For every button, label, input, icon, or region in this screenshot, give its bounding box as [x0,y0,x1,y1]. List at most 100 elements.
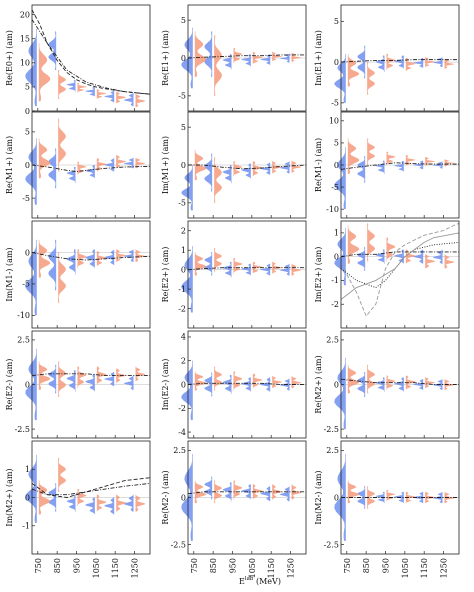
panel-r3c2: -2 -1 0 1 2 Re(E2+) (am) [161,220,307,329]
y-tick-label: -2 [331,300,339,309]
violin-orange-850 [367,138,375,165]
violin-blue-1050 [241,263,251,276]
panel-r1c1: 0 5 10 15 20 Re(E0+) (am) [5,4,151,116]
x-tick-label: 850 [53,558,62,573]
curve-dashdot-0 [340,378,459,385]
violin-blue-750 [334,53,346,103]
violin-blue-850 [48,483,57,512]
violin-blue-1050 [394,161,404,172]
violin-blue-1150 [260,162,271,175]
panel-r5c1: -1 0 1 Im(M2+) (am) 750 850 950 1050 1150 1250 [5,440,151,578]
y-tick-label: 0 [25,161,30,170]
axes-frame [340,4,460,112]
x-tick-label: 950 [228,558,237,573]
violin-blue-850 [357,486,366,509]
y-axis-label: Im(E2+) (am) [314,247,323,303]
curve-dashdot-0 [187,54,306,59]
violin-orange-1050 [96,89,107,99]
violin-blue-750 [25,239,37,316]
y-tick-label: 0 [181,161,186,170]
violin-blue-1150 [413,491,424,504]
violin-blue-1250 [123,494,134,512]
violin-orange-1250 [291,160,302,173]
y-tick-label: -5 [22,280,30,289]
y-axis-label: Re(M1-) (am) [314,138,323,192]
panel-r5c2: -2.5 0 2.5 Re(M2-) (am) 750 850 950 1050 1150 125… [161,440,307,578]
violin-blue-750 [334,147,346,210]
y-tick-label: 15 [20,35,30,44]
violin-blue-1150 [104,249,115,266]
y-tick-label: 0 [334,161,339,170]
y-tick-label: 5 [181,16,186,25]
y-tick-label: 0 [25,493,30,502]
violin-blue-1150 [104,497,115,515]
violin-blue-750 [25,138,37,205]
violin-blue-1250 [123,249,134,262]
violin-orange-1150 [425,254,436,269]
y-tick-label: -1 [22,522,30,531]
y-axis-label: Re(M2+) (am) [314,355,323,413]
violin-blue-1250 [123,375,134,390]
violin-blue-1150 [260,377,271,392]
x-tick-label: 1150 [111,558,120,578]
violin-orange-1250 [135,249,146,262]
violin-blue-950 [66,494,76,512]
curve-dashdot-3 [340,251,459,258]
violin-blue-850 [357,372,366,397]
y-tick-label: -1 [331,276,339,285]
y-axis-label: Re(E0+) (am) [5,30,14,86]
y-tick-label: 1 [25,465,30,474]
violin-blue-850 [48,364,57,394]
violin-orange-850 [58,70,66,99]
y-tick-label: 0 [334,493,339,502]
violin-blue-850 [357,247,366,271]
violin-orange-950 [77,366,87,389]
axes-frame [187,220,307,329]
violin-blue-950 [66,166,76,183]
violin-orange-1150 [116,91,127,104]
violin-orange-1250 [291,376,302,389]
y-tick-label: 0 [25,380,30,389]
curve-dashdot-0 [340,59,459,63]
x-tick-label: 1050 [92,558,101,578]
x-tick-label: 1150 [267,558,276,578]
violin-orange-850 [58,252,66,303]
violin-orange-850 [214,35,222,96]
y-tick-label: -4 [178,428,186,437]
y-tick-label: -2.5 [324,425,339,434]
violin-orange-850 [214,480,222,504]
violin-blue-850 [357,156,366,183]
y-tick-label: -5 [331,99,339,108]
violin-blue-1150 [260,486,271,502]
violin-blue-950 [222,54,232,70]
y-axis-label: Im(E1+) (am) [314,30,323,86]
x-tick-label: 850 [209,558,218,573]
y-tick-label: 0 [334,252,339,261]
y-tick-label: 5 [334,139,339,148]
y-tick-label: 0 [334,58,339,67]
y-axis-label: Im(M2-) (am) [314,470,323,524]
violin-orange-850 [367,364,375,394]
y-tick-label: 4 [181,333,186,342]
violin-orange-1150 [116,249,127,262]
violin-orange-1050 [252,51,263,65]
violin-orange-1250 [135,366,146,381]
violin-orange-950 [233,480,243,500]
panel-r3c1: -10 -5 0 Im(M1-) (am) [5,220,151,329]
violin-blue-950 [222,482,232,502]
panel-r1c2: -5 0 5 Re(E1+) (am) [161,4,307,112]
violin-blue-950 [375,491,385,504]
violin-orange-1250 [444,379,455,390]
y-tick-label: 2 [181,227,186,236]
violin-orange-1050 [96,158,107,172]
violin-orange-1250 [291,484,302,500]
y-tick-label: 5 [334,17,339,26]
violin-orange-1250 [444,254,455,269]
violin-blue-850 [204,476,213,500]
violin-blue-950 [66,249,76,275]
violin-blue-1150 [260,263,271,276]
violin-orange-1050 [96,494,107,512]
axes-frame [340,220,460,329]
violin-blue-750 [181,165,193,211]
violin-blue-1150 [104,372,115,387]
